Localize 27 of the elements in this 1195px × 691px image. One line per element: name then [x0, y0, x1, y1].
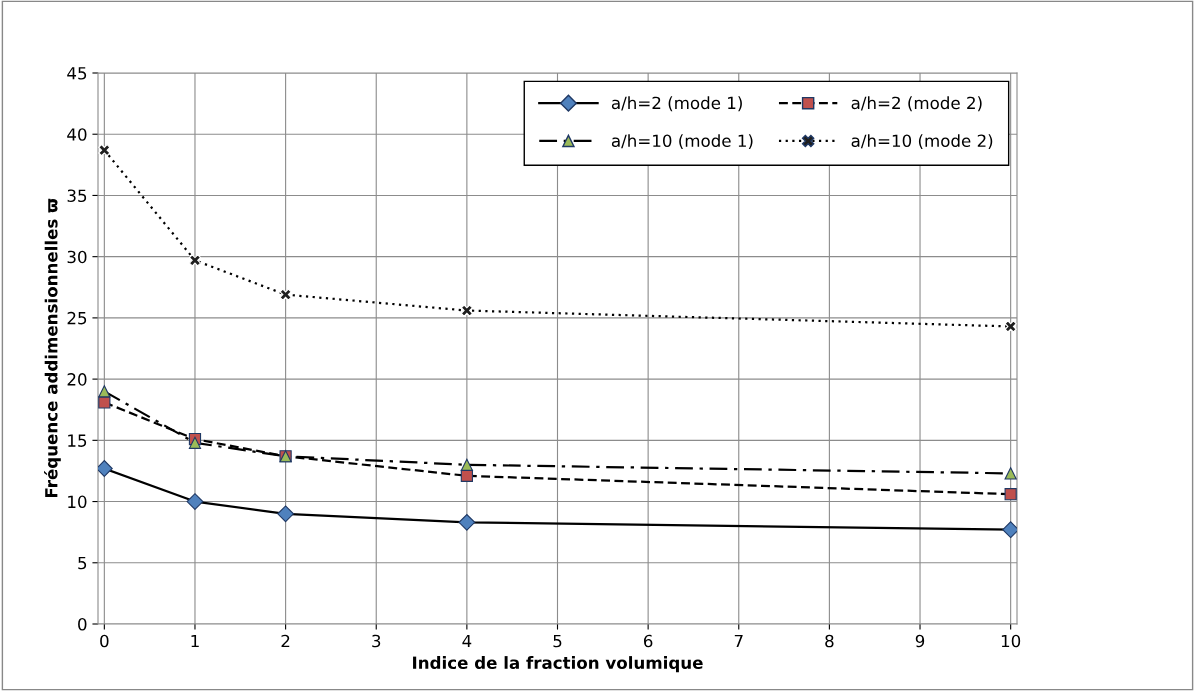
x-tick-label: 7	[734, 634, 743, 648]
x-tick-label: 6	[643, 634, 653, 648]
y-tick-label: 15	[68, 434, 87, 447]
x-tick-label: 5	[553, 634, 562, 648]
y-tick-label: 5	[78, 556, 87, 570]
y-axis-title: Fréquence addimensionnelles ϖ	[44, 198, 61, 498]
legend-label: a/h=10 (mode 2)	[851, 134, 993, 149]
y-tick-label: 25	[67, 311, 87, 325]
y-tick-label: 10	[68, 495, 87, 509]
x-tick-label: 9	[915, 634, 925, 648]
x-tick-label: 4	[462, 634, 472, 648]
x-tick-label: 10	[1001, 634, 1021, 648]
y-tick-label: 20	[67, 373, 87, 386]
y-tick-label: 35	[67, 189, 87, 203]
x-tick-label: 2	[281, 634, 290, 648]
legend-label: a/h=2 (mode 2)	[851, 96, 982, 112]
x-tick-label: 1	[191, 634, 199, 648]
y-tick-label: 30	[67, 250, 87, 264]
y-tick-label: 45	[67, 67, 87, 80]
legend-label: a/h=2 (mode 1)	[611, 96, 742, 112]
x-tick-label: 8	[825, 634, 834, 648]
x-tick-label: 3	[372, 634, 381, 648]
y-tick-label: 40	[67, 128, 87, 141]
legend-label: a/h=10 (mode 1)	[611, 134, 753, 149]
y-tick-label: 0	[78, 617, 87, 631]
x-tick-label: 0	[100, 634, 109, 648]
x-axis-title: Indice de la fraction volumique	[413, 656, 703, 673]
